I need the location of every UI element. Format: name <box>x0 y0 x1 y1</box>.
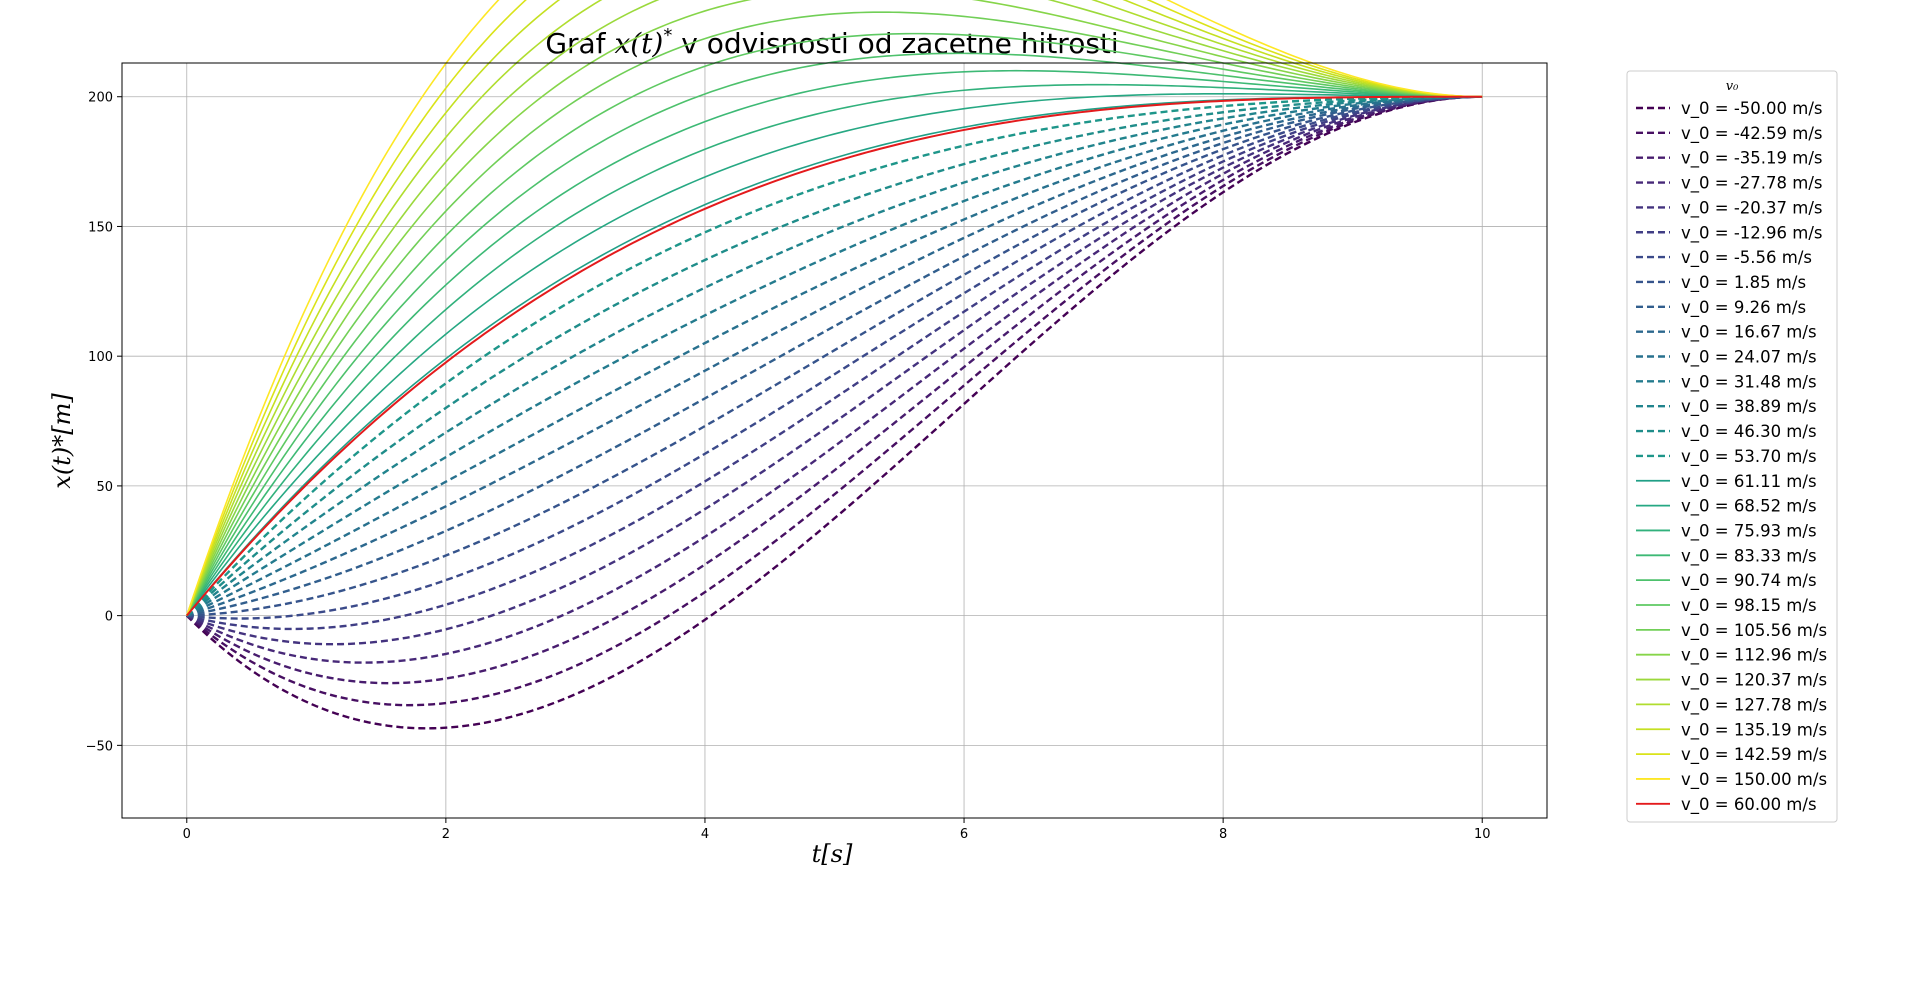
chart-title-superscript: * <box>663 25 672 46</box>
series-line <box>186 0 1483 616</box>
legend-label: v_0 = 38.89 m/s <box>1681 397 1817 417</box>
series-line <box>185 95 1483 707</box>
x-axis-label: t[s] <box>812 840 853 868</box>
y-tick-label: 50 <box>96 480 113 495</box>
series-line <box>186 95 1483 617</box>
series-line <box>185 95 1483 617</box>
series-line <box>185 95 1483 617</box>
legend-label: v_0 = 46.30 m/s <box>1681 422 1817 442</box>
series-line <box>186 95 1483 664</box>
x-tick-label: 6 <box>960 827 968 842</box>
legend-label: v_0 = 142.59 m/s <box>1681 745 1827 765</box>
series-line <box>186 0 1483 616</box>
legend-label: v_0 = 150.00 m/s <box>1681 770 1827 790</box>
legend-label: v_0 = -50.00 m/s <box>1681 99 1823 119</box>
chart-title: Graf x(t)* v odvisnosti od zacetne hitro… <box>545 25 1118 60</box>
y-tick-label: 0 <box>105 610 113 625</box>
series-line <box>186 0 1483 616</box>
series-line <box>186 95 1483 631</box>
series-line <box>185 95 1483 730</box>
legend-label: v_0 = 83.33 m/s <box>1681 546 1817 566</box>
legend-label: v_0 = 24.07 m/s <box>1681 348 1817 368</box>
series-line <box>186 0 1483 616</box>
legend-label: v_0 = 16.67 m/s <box>1681 323 1817 343</box>
legend-label: v_0 = 120.37 m/s <box>1681 671 1827 691</box>
x-tick-label: 8 <box>1219 827 1227 842</box>
legend-label: v_0 = 61.11 m/s <box>1681 472 1817 492</box>
plot-frame <box>121 62 1548 819</box>
legend: v₀ v_0 = -50.00 m/sv_0 = -42.59 m/sv_0 =… <box>1626 70 1838 823</box>
series-line <box>186 52 1483 617</box>
y-axis-label: x(t)*[m] <box>48 393 76 489</box>
chart-title-prefix: Graf <box>545 27 614 60</box>
y-tick-label: 150 <box>88 220 113 235</box>
legend-box <box>1626 70 1838 823</box>
series-line <box>186 95 1483 620</box>
series-lines <box>185 0 1483 730</box>
legend-label: v_0 = 60.00 m/s <box>1681 795 1817 815</box>
legend-label: v_0 = 135.19 m/s <box>1681 720 1827 740</box>
x-tick-label: 10 <box>1474 827 1491 842</box>
legend-label: v_0 = 1.85 m/s <box>1681 273 1806 293</box>
series-line <box>186 95 1483 617</box>
legend-label: v_0 = -35.19 m/s <box>1681 149 1823 169</box>
series-line <box>186 69 1483 617</box>
series-line <box>186 95 1483 617</box>
grid-lines <box>122 63 1547 818</box>
series-line <box>186 0 1483 616</box>
legend-label: v_0 = -5.56 m/s <box>1681 248 1812 268</box>
legend-label: v_0 = 112.96 m/s <box>1681 646 1827 666</box>
series-line <box>186 95 1483 646</box>
legend-label: v_0 = -12.96 m/s <box>1681 223 1823 243</box>
chart-title-variable: x(t) <box>614 27 663 60</box>
y-tick-label: −50 <box>86 739 113 754</box>
series-line <box>186 95 1483 617</box>
x-tick-label: 4 <box>701 827 709 842</box>
series-line <box>186 32 1483 616</box>
legend-label: v_0 = -27.78 m/s <box>1681 174 1823 194</box>
series-line <box>186 93 1483 617</box>
legend-title: v₀ <box>1726 79 1739 94</box>
x-tick-label: 2 <box>442 827 450 842</box>
legend-label: v_0 = 127.78 m/s <box>1681 695 1827 715</box>
series-line <box>186 95 1483 617</box>
legend-label: v_0 = -42.59 m/s <box>1681 124 1823 144</box>
legend-label: v_0 = 75.93 m/s <box>1681 521 1817 541</box>
y-axis-ticks: −50 0 50 100 150 200 <box>86 91 122 754</box>
legend-label: v_0 = 98.15 m/s <box>1681 596 1817 616</box>
legend-label: v_0 = -20.37 m/s <box>1681 198 1823 218</box>
series-line <box>186 83 1483 617</box>
legend-label: v_0 = 105.56 m/s <box>1681 621 1827 641</box>
legend-label: v_0 = 31.48 m/s <box>1681 372 1817 392</box>
legend-label: v_0 = 68.52 m/s <box>1681 497 1817 517</box>
x-tick-label: 0 <box>183 827 191 842</box>
highlight-series-line <box>186 95 1483 617</box>
y-tick-label: 200 <box>88 91 113 106</box>
legend-label: v_0 = 90.74 m/s <box>1681 571 1817 591</box>
legend-label: v_0 = 9.26 m/s <box>1681 298 1806 318</box>
series-line <box>186 11 1483 616</box>
legend-items: v_0 = -50.00 m/s v_0 = -42.59 m/s v_0 = -3… <box>1636 99 1827 815</box>
legend-label: v_0 = 53.70 m/s <box>1681 447 1817 467</box>
y-tick-label: 100 <box>88 350 113 365</box>
series-line <box>186 95 1483 617</box>
x-axis-ticks: 0 2 4 6 8 10 <box>183 818 1491 842</box>
series-line <box>186 95 1483 685</box>
